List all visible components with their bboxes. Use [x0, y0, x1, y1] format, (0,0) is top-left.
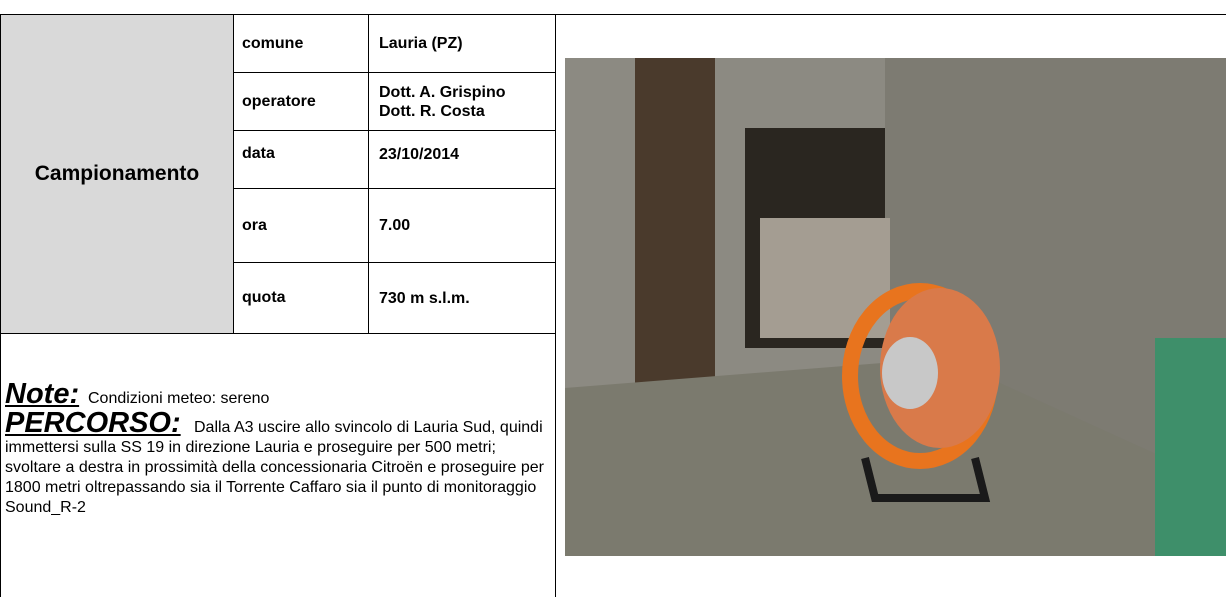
- label: comune: [242, 34, 304, 52]
- reel-hub: [882, 337, 938, 409]
- label: data: [242, 145, 275, 162]
- value-cell: Lauria (PZ): [368, 14, 556, 73]
- note-label: Note:: [5, 378, 80, 410]
- route-label: PERCORSO:: [5, 407, 181, 439]
- route-text: Dalla A3 uscire allo svincolo di Lauria …: [5, 419, 544, 516]
- label: quota: [242, 289, 286, 306]
- label-cell: ora: [233, 188, 369, 263]
- wood-post: [635, 58, 715, 388]
- top-rule: [0, 14, 1226, 15]
- label: operatore: [242, 92, 316, 110]
- label-cell: operatore: [233, 72, 369, 131]
- header: Campionamento: [34, 162, 200, 185]
- value: Dott. A. Grispino: [379, 83, 506, 101]
- value-cell: 23/10/2014: [368, 130, 556, 189]
- value: 23/10/2014: [379, 146, 460, 163]
- green-door: [1155, 338, 1226, 556]
- value: 7.00: [379, 217, 411, 234]
- label-cell: comune: [233, 14, 369, 73]
- reel-stand: [861, 457, 991, 502]
- notes-cell: Note: Condizioni meteo: sereno PERCORSO:…: [0, 333, 556, 597]
- label-cell: quota: [233, 262, 369, 334]
- header-cell: Campionamento: [0, 14, 234, 334]
- value-cell: 730 m s.l.m.: [368, 262, 556, 334]
- note-text: Condizioni meteo: sereno: [88, 390, 270, 407]
- value-cell: 7.00: [368, 188, 556, 263]
- label: ora: [242, 216, 267, 234]
- photo: [565, 58, 1226, 556]
- value: Dott. R. Costa: [379, 102, 485, 120]
- value-cell: Dott. A. Grispino Dott. R. Costa: [368, 72, 556, 131]
- value: Lauria (PZ): [379, 35, 463, 52]
- label-cell: data: [233, 130, 369, 189]
- value: 730 m s.l.m.: [379, 289, 470, 307]
